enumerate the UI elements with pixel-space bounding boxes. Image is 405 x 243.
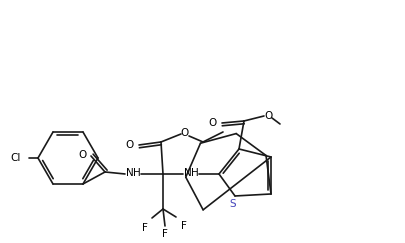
Text: O: O (79, 150, 87, 160)
Text: F: F (162, 229, 168, 239)
Text: Cl: Cl (11, 153, 21, 163)
Text: O: O (181, 128, 189, 138)
Text: F: F (181, 221, 186, 231)
Text: H: H (191, 168, 198, 178)
Text: S: S (229, 199, 236, 209)
Text: H: H (133, 168, 141, 178)
Text: N: N (184, 168, 192, 178)
Text: O: O (264, 111, 273, 121)
Text: O: O (208, 118, 216, 128)
Text: F: F (142, 223, 147, 233)
Text: O: O (126, 140, 134, 150)
Text: N: N (126, 168, 134, 178)
